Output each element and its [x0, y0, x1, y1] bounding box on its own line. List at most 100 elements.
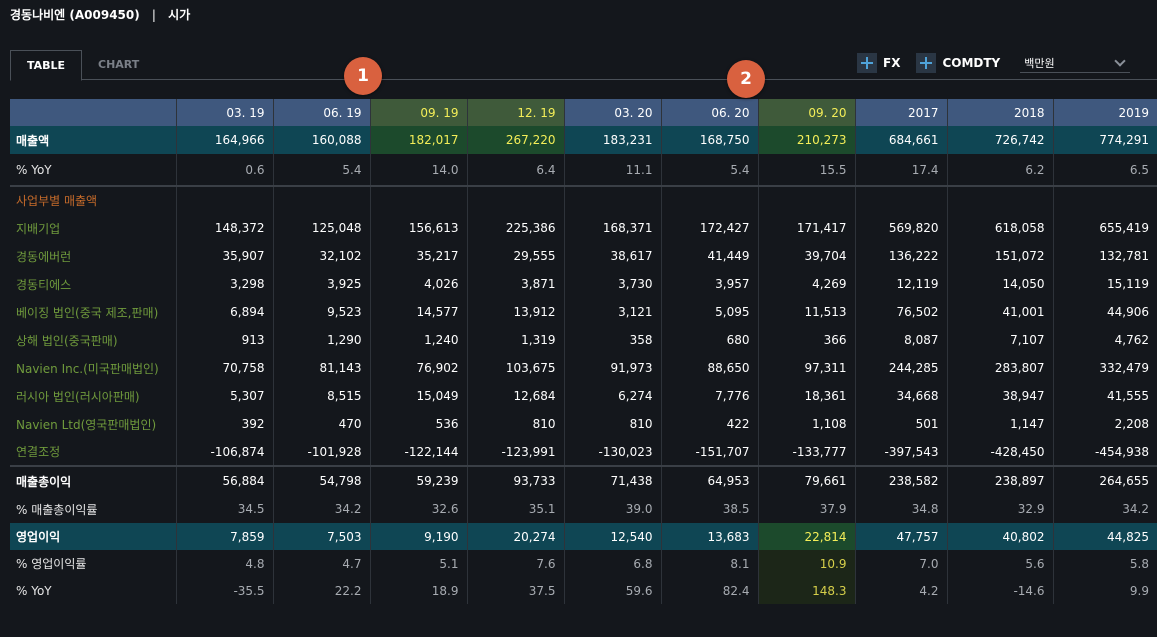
- table-cell: 225,386: [466, 214, 564, 242]
- column-header[interactable]: 2017: [854, 99, 947, 126]
- table-cell: 11.1: [563, 154, 661, 187]
- column-header[interactable]: 03. 19: [175, 99, 273, 126]
- table-header-row: 03. 19 06. 19 09. 19 12. 19 03. 20 06. 20 09. …: [10, 99, 1157, 126]
- table-cell: 91,973: [563, 354, 661, 382]
- table-cell: 1,319: [466, 326, 564, 354]
- table-cell: 5.8: [1052, 550, 1157, 577]
- table-cell: 20,274: [466, 523, 564, 550]
- table-cell: 38,947: [946, 382, 1053, 410]
- column-header[interactable]: 12. 19: [466, 99, 564, 126]
- title-separator: |: [151, 8, 156, 22]
- table-cell: 210,273: [757, 126, 855, 154]
- table-cell: 470: [272, 410, 370, 438]
- table-cell: 5.1: [369, 550, 467, 577]
- table-row: % 매출총이익률 34.5 34.2 32.6 35.1 39.0 38.5 37.9 34.8…: [10, 495, 1157, 523]
- row-label: 사업부별 매출액: [16, 194, 98, 208]
- table-cell: 244,285: [854, 354, 947, 382]
- table-cell: 54,798: [272, 466, 370, 495]
- table-cell: 59,239: [369, 466, 467, 495]
- table-cell: 7.0: [854, 550, 947, 577]
- table-cell: 34.2: [272, 495, 370, 523]
- table-cell: [175, 186, 273, 214]
- table-cell: 103,675: [466, 354, 564, 382]
- table-cell: 79,661: [757, 466, 855, 495]
- column-header[interactable]: 03. 20: [563, 99, 661, 126]
- row-label: 매출총이익: [16, 474, 72, 489]
- row-label: Navien Inc.(미국판매법인): [16, 361, 159, 376]
- table-cell: 9.9: [1052, 577, 1157, 604]
- table-cell: 6.5: [1052, 154, 1157, 187]
- table-cell: 774,291: [1052, 126, 1157, 154]
- fx-label: FX: [883, 56, 901, 70]
- row-label: 러시아 법인(러시아판매): [16, 389, 140, 404]
- table-cell: 35.1: [466, 495, 564, 523]
- tab-table[interactable]: TABLE: [10, 50, 83, 81]
- table-cell: -101,928: [272, 438, 370, 467]
- unit-select-value: 백만원: [1024, 56, 1055, 70]
- table-cell: 13,683: [660, 523, 758, 550]
- table-cell: 76,902: [369, 354, 467, 382]
- table-cell: 618,058: [946, 214, 1053, 242]
- table-row: 영업이익 7,859 7,503 9,190 20,274 12,540 13,683 22,…: [10, 523, 1157, 550]
- table-cell: 5,307: [175, 382, 273, 410]
- column-header[interactable]: 06. 19: [272, 99, 370, 126]
- table-cell: 264,655: [1052, 466, 1157, 495]
- table-row: 연결조정 -106,874 -101,928 -122,144 -123,991 -130…: [10, 438, 1157, 467]
- table-cell: 14,050: [946, 270, 1053, 298]
- table-cell: 18.9: [369, 577, 467, 604]
- table-cell: 1,147: [946, 410, 1053, 438]
- table-cell: 726,742: [946, 126, 1053, 154]
- table-cell: -454,938: [1052, 438, 1157, 467]
- table-cell: 47,757: [854, 523, 947, 550]
- table-cell: 913: [175, 326, 273, 354]
- column-header[interactable]: 2019: [1052, 99, 1157, 126]
- table-cell: 810: [563, 410, 661, 438]
- column-header[interactable]: 2018: [946, 99, 1053, 126]
- table-cell: 44,825: [1052, 523, 1157, 550]
- table-cell: 160,088: [272, 126, 370, 154]
- table-row: 경동티에스 3,298 3,925 4,026 3,871 3,730 3,957 4,269…: [10, 270, 1157, 298]
- table-cell: 81,143: [272, 354, 370, 382]
- window-title: 경동나비엔 (A009450) | 시가: [10, 6, 190, 24]
- table-cell: 32,102: [272, 242, 370, 270]
- table-cell: 64,953: [660, 466, 758, 495]
- tab-chart[interactable]: CHART: [98, 58, 140, 71]
- row-label: 상해 법인(중국판매): [16, 333, 118, 348]
- table-cell: 11,513: [757, 298, 855, 326]
- table-cell: 13,912: [466, 298, 564, 326]
- table-cell: 29,555: [466, 242, 564, 270]
- column-header[interactable]: 06. 20: [660, 99, 758, 126]
- table-cell: 82.4: [660, 577, 758, 604]
- comdty-button[interactable]: COMDTY: [916, 53, 1000, 73]
- table-cell: [1052, 186, 1157, 214]
- table-cell: 34.8: [854, 495, 947, 523]
- table-cell: [563, 186, 661, 214]
- column-header[interactable]: 09. 19: [369, 99, 467, 126]
- table-cell: 172,427: [660, 214, 758, 242]
- table-cell: 18,361: [757, 382, 855, 410]
- table-cell: 6,894: [175, 298, 273, 326]
- unit-select[interactable]: 백만원: [1020, 53, 1131, 73]
- table-cell: [272, 186, 370, 214]
- table-cell: 4.7: [272, 550, 370, 577]
- table-cell: 168,371: [563, 214, 661, 242]
- table-row: % 영업이익률 4.8 4.7 5.1 7.6 6.8 8.1 10.9 7.0 5.6 5.8: [10, 550, 1157, 577]
- table-cell: 6.4: [466, 154, 564, 187]
- table-cell: 40,802: [946, 523, 1053, 550]
- table-cell: 164,966: [175, 126, 273, 154]
- table-cell: [466, 186, 564, 214]
- table-cell: 38.5: [660, 495, 758, 523]
- table-cell: 35,217: [369, 242, 467, 270]
- table-cell: 283,807: [946, 354, 1053, 382]
- column-header[interactable]: 09. 20: [757, 99, 855, 126]
- row-label: 지배기업: [16, 221, 61, 236]
- table-cell: 41,449: [660, 242, 758, 270]
- table-row: 지배기업 148,372 125,048 156,613 225,386 168,371 1…: [10, 214, 1157, 242]
- table-cell: 39,704: [757, 242, 855, 270]
- table-cell: 3,925: [272, 270, 370, 298]
- table-cell: 59.6: [563, 577, 661, 604]
- fx-button[interactable]: FX: [857, 53, 900, 73]
- table-cell: [757, 186, 855, 214]
- table-cell: 12,540: [563, 523, 661, 550]
